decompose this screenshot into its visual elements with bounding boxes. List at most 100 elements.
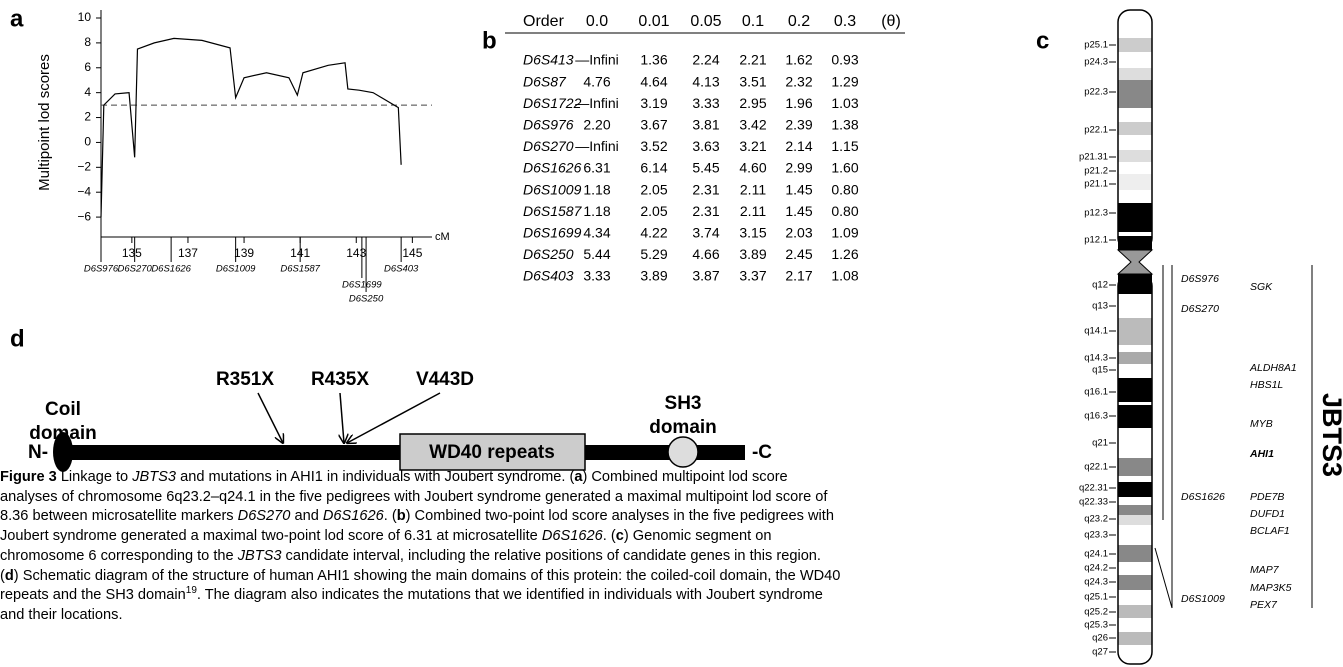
marker-label: D6S270	[1181, 303, 1219, 315]
band	[1118, 428, 1152, 458]
lod-cell: 2.11	[740, 181, 766, 197]
band	[1118, 505, 1152, 515]
lod-cell: 1.36	[640, 52, 667, 68]
gene-label: MYB	[1250, 418, 1273, 430]
band	[1118, 80, 1152, 108]
caption-run: and	[290, 508, 322, 524]
lod-cell: 4.13	[692, 73, 719, 89]
caption-run: JBTS3	[238, 548, 282, 564]
band-label: q24.2	[1084, 563, 1108, 574]
caption-run: D6S270	[238, 508, 291, 524]
table-header: 0.1	[742, 13, 764, 30]
band-label: q24.3	[1084, 577, 1108, 588]
band	[1118, 38, 1152, 52]
arrow	[258, 393, 283, 443]
marker-label: D6S1009	[1181, 593, 1225, 605]
lod-cell: 6.31	[583, 160, 610, 176]
lod-cell: 2.32	[785, 73, 812, 89]
lod-cell: 2.14	[785, 138, 812, 154]
band-label: q23.2	[1084, 514, 1108, 525]
y-axis-title: Multipoint lod scores	[36, 54, 53, 191]
lod-cell: 4.34	[583, 225, 610, 241]
band-label: q26	[1092, 633, 1108, 644]
table-header: 0.05	[690, 13, 721, 30]
band-label: q21	[1092, 438, 1108, 449]
y-tick-label: 4	[84, 85, 91, 99]
mutation: R435X	[311, 369, 369, 390]
lod-cell: 1.60	[831, 160, 858, 176]
x-axis-unit: cM	[435, 231, 450, 243]
band-label: q23.3	[1084, 530, 1108, 541]
lod-cell: 2.05	[640, 203, 667, 219]
band-label: q22.31	[1079, 483, 1108, 494]
region-label: JBTS3	[1317, 393, 1343, 477]
table-header: (θ)	[881, 13, 901, 30]
y-tick-label: −6	[77, 209, 91, 223]
sh3-domain	[668, 437, 698, 467]
band-label: p24.3	[1084, 57, 1108, 68]
band-label: q16.1	[1084, 387, 1108, 398]
table-header: Order	[523, 13, 565, 30]
gene-label: PDE7B	[1250, 491, 1284, 503]
lod-cell: 3.81	[692, 117, 719, 133]
band-label: q27	[1092, 647, 1108, 658]
gene-label: AHI1	[1249, 448, 1274, 460]
band	[1118, 482, 1152, 497]
caption-run: . (	[603, 528, 616, 544]
x-tick-label: 135	[122, 246, 142, 260]
marker-label: D6S403	[384, 264, 419, 275]
lod-cell: 2.45	[785, 246, 812, 262]
marker-label: D6S976	[84, 264, 119, 275]
marker-name: D6S270	[523, 138, 574, 154]
mutation: V443D	[416, 369, 474, 390]
band-label: q22.1	[1084, 462, 1108, 473]
lod-cell: 3.63	[692, 138, 719, 154]
band	[1118, 364, 1152, 378]
gene-label: BCLAF1	[1250, 525, 1290, 537]
band	[1118, 575, 1152, 590]
band	[1118, 590, 1152, 605]
marker-name: D6S403	[523, 268, 574, 284]
lod-cell: 3.37	[739, 268, 766, 284]
lod-cell: 4.22	[640, 225, 667, 241]
caption-run: c	[616, 528, 624, 544]
lod-curve	[101, 38, 401, 217]
marker-label: D6S1587	[280, 264, 320, 275]
caption-run: JBTS3	[132, 469, 176, 485]
band	[1118, 345, 1152, 352]
lod-cell: 3.51	[739, 73, 766, 89]
band	[1118, 150, 1152, 162]
caption-run: b	[397, 508, 406, 524]
band	[1118, 190, 1152, 203]
panel-label: a	[10, 5, 24, 32]
caption-run: Figure 3	[0, 469, 57, 485]
caption: Figure 3 Linkage to JBTS3 and mutations …	[0, 468, 842, 626]
marker-name: D6S1699	[523, 225, 582, 241]
marker-name: D6S1626	[523, 160, 582, 176]
wd40-label: WD40 repeats	[429, 442, 555, 463]
lod-cell: 3.19	[640, 95, 667, 111]
band	[1118, 525, 1152, 545]
band-label: p21.31	[1079, 152, 1108, 163]
lod-cell: 6.14	[640, 160, 667, 176]
table-header: 0.2	[788, 13, 810, 30]
lod-cell: 4.66	[692, 246, 719, 262]
table-header: 0.0	[586, 13, 608, 30]
x-tick-label: 137	[178, 246, 198, 260]
marker-label: D6S1699	[342, 280, 382, 291]
caption-run: d	[5, 568, 14, 584]
lod-cell: 2.39	[785, 117, 812, 133]
marker-name: D6S413	[523, 52, 574, 68]
lod-cell: 1.62	[785, 52, 812, 68]
lod-cell: 4.76	[583, 73, 610, 89]
band	[1118, 294, 1152, 318]
lod-cell: 3.42	[739, 117, 766, 133]
lod-cell: 1.38	[831, 117, 858, 133]
band	[1118, 378, 1152, 402]
lod-cell: 3.52	[640, 138, 667, 154]
band-label: p12.1	[1084, 235, 1108, 246]
band	[1118, 476, 1152, 482]
band-label: q14.3	[1084, 353, 1108, 364]
lod-cell: 1.96	[785, 95, 812, 111]
marker-label: D6S976	[1181, 273, 1219, 285]
